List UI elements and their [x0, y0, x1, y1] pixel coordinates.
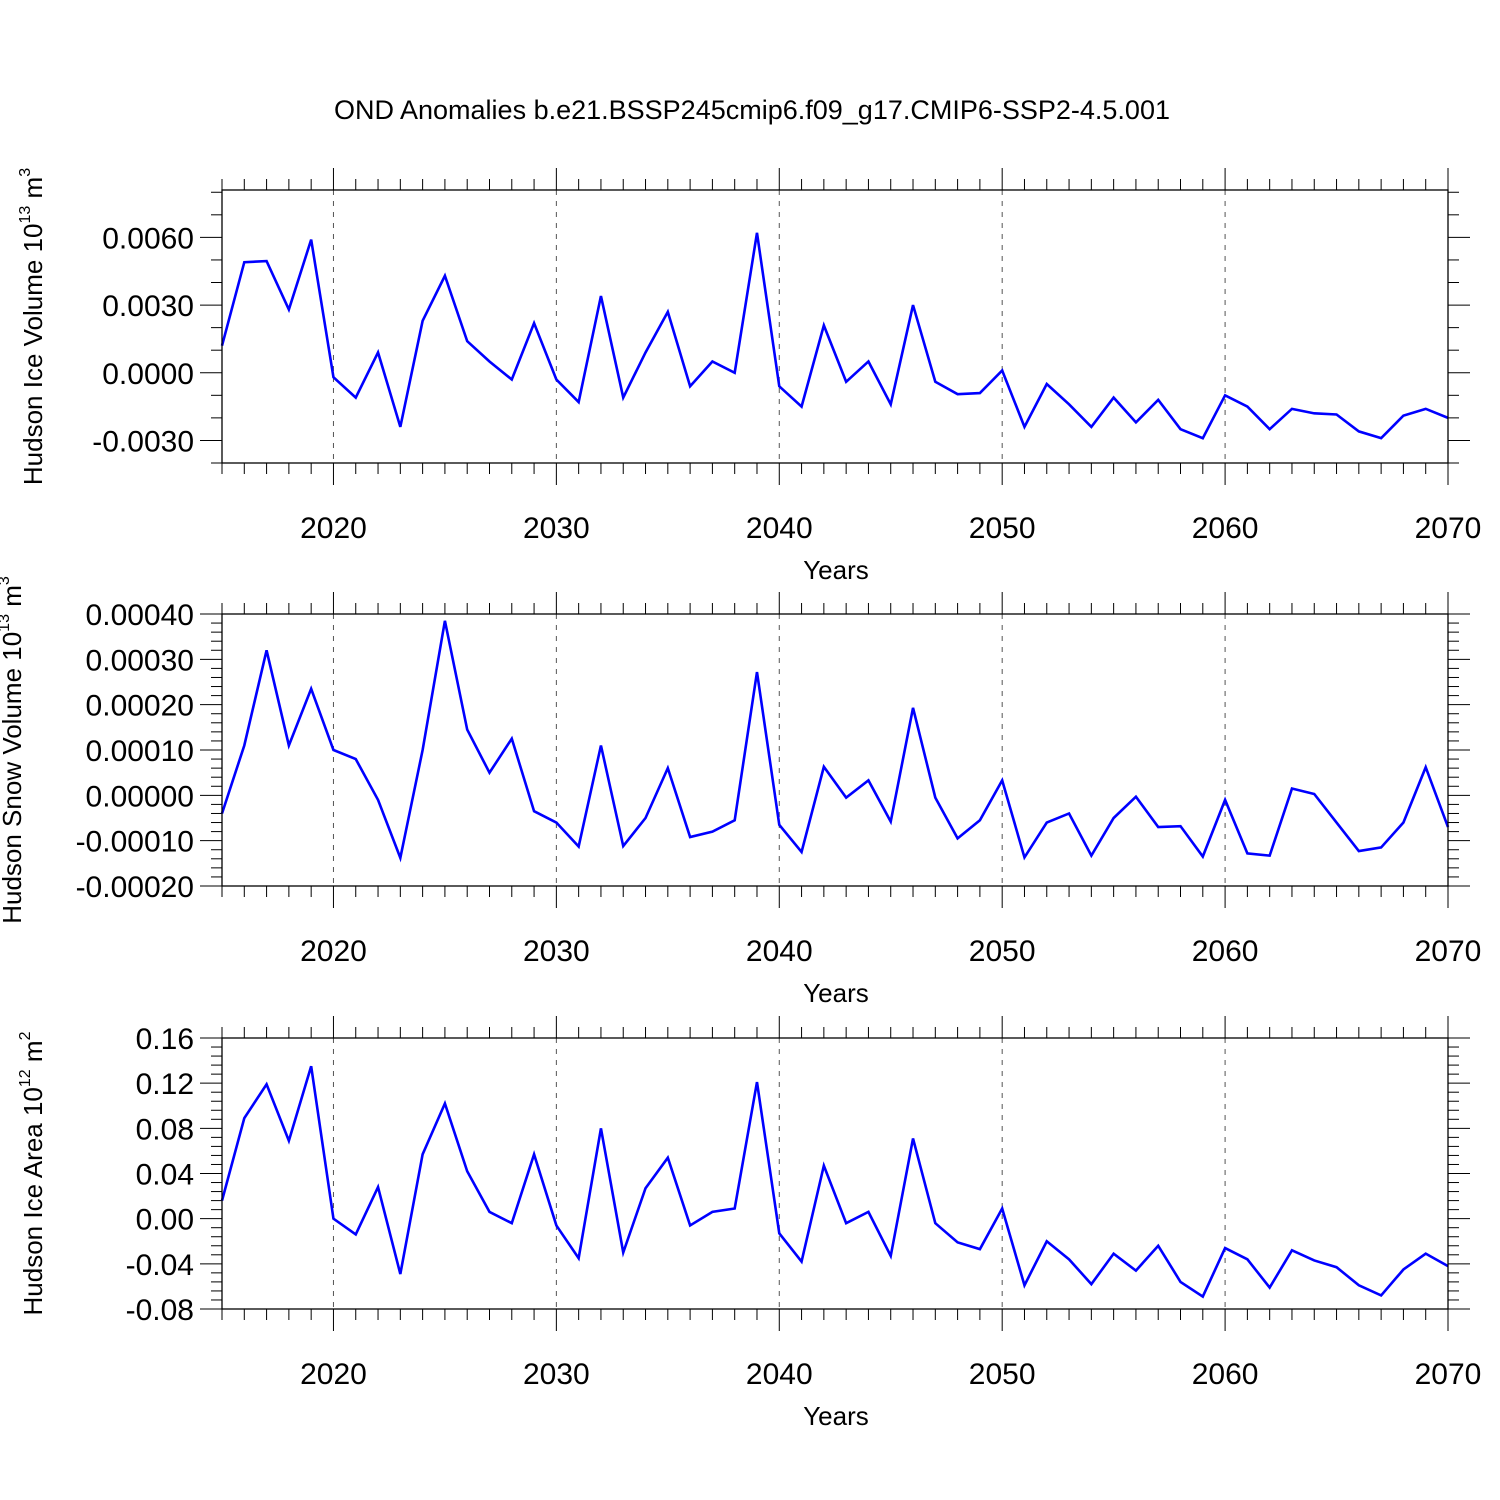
y-tick-label: -0.00020: [76, 871, 194, 904]
x-tick-label: 2020: [300, 512, 367, 545]
series-line-snow-volume: [220, 620, 1450, 863]
x-tick-label: 2050: [969, 1358, 1036, 1391]
y-tick-label: 0.00020: [86, 690, 194, 723]
x-tick-label: 2070: [1415, 512, 1482, 545]
y-axis-label: Hudson Ice Volume 1013 m3: [17, 168, 48, 485]
y-axis-label: Hudson Snow Volume 1013 m3: [0, 576, 27, 924]
y-tick-label: 0.0060: [102, 222, 194, 255]
y-tick-label: 0.00: [136, 1204, 194, 1237]
series-line-ice-area: [220, 1065, 1449, 1299]
panel-snow-volume: 2020 2030 2040 2050 2060 2070 Years -0.00020 -0.…: [0, 576, 1481, 1008]
x-tick-label: 2020: [300, 935, 367, 968]
y-tick-label: 0.00040: [86, 599, 194, 632]
y-tick-label: -0.0030: [92, 425, 194, 458]
x-axis-label: Years: [803, 555, 869, 585]
x-tick-label: 2060: [1192, 1358, 1259, 1391]
x-tick-label: 2040: [746, 512, 813, 545]
x-axis-label: Years: [803, 1401, 869, 1431]
y-axis-label: Hudson Ice Area 1012 m2: [17, 1031, 48, 1315]
y-tick-label: 0.0000: [102, 358, 194, 391]
x-tick-label: 2030: [523, 935, 590, 968]
y-tick-label: 0.16: [136, 1023, 194, 1056]
x-tick-label: 2060: [1192, 935, 1259, 968]
y-tick-label: 0.00030: [86, 644, 194, 677]
panel-ice-area: 2020 2030 2040 2050 2060 2070 Years -0.08 -0.04 0…: [17, 1016, 1481, 1431]
y-tick-label: -0.00010: [76, 826, 194, 859]
x-tick-label: 2030: [523, 512, 590, 545]
panels: 2020 2030 2040 2050 2060 2070 Years -0.0030 0.00…: [0, 168, 1481, 1431]
plot-frame: [221, 189, 1449, 464]
x-tick-label: 2030: [523, 1358, 590, 1391]
y-tick-label: 0.04: [136, 1159, 194, 1192]
panel-ice-volume: 2020 2030 2040 2050 2060 2070 Years -0.0030 0.00…: [17, 168, 1481, 585]
y-tick-label: 0.0030: [102, 290, 194, 323]
y-tick-label: 0.00000: [86, 780, 194, 813]
y-tick-label: 0.00010: [86, 735, 194, 768]
plot-frame: [221, 1037, 1449, 1310]
series-line-ice-volume: [220, 232, 1449, 440]
x-tick-label: 2050: [969, 935, 1036, 968]
x-tick-label: 2060: [1192, 512, 1259, 545]
y-tick-label: -0.04: [126, 1249, 194, 1282]
figure-title: OND Anomalies b.e21.BSSP245cmip6.f09_g17…: [334, 95, 1170, 125]
plot-frame: [221, 613, 1449, 887]
x-axis-label: Years: [803, 978, 869, 1008]
x-tick-label: 2020: [300, 1358, 367, 1391]
x-tick-label: 2040: [746, 935, 813, 968]
y-tick-label: 0.12: [136, 1068, 194, 1101]
x-tick-label: 2070: [1415, 1358, 1482, 1391]
y-tick-label: 0.08: [136, 1113, 194, 1146]
y-tick-label: -0.08: [126, 1294, 194, 1327]
x-tick-label: 2040: [746, 1358, 813, 1391]
x-tick-label: 2050: [969, 512, 1036, 545]
x-tick-label: 2070: [1415, 935, 1482, 968]
